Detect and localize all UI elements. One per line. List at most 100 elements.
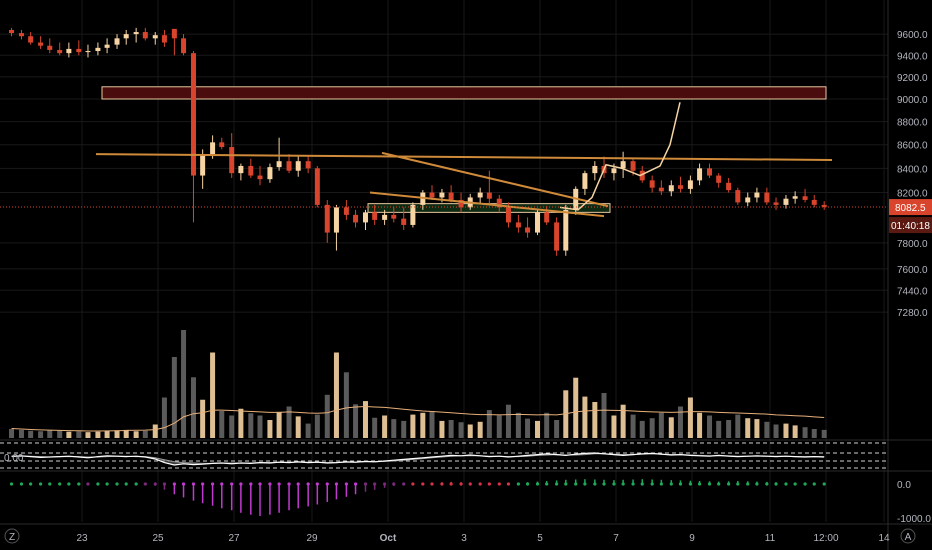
auto-scale-button[interactable]: A: [900, 528, 916, 544]
candle-down: [161, 35, 167, 43]
volume-bar: [362, 401, 368, 438]
volume-bar: [219, 411, 225, 438]
svg-text:Z: Z: [9, 532, 15, 543]
candle-down: [525, 227, 531, 233]
histogram-dot: [334, 482, 339, 486]
histogram-dot: [765, 482, 769, 486]
candle-up: [754, 192, 760, 198]
histogram-dot: [191, 482, 196, 486]
projection-path: [559, 102, 681, 211]
candle-down: [229, 147, 235, 174]
histogram-dot: [143, 482, 147, 486]
candle-down: [257, 175, 263, 180]
candle-down: [639, 170, 645, 181]
volume-bar: [658, 412, 664, 438]
histogram-dot: [230, 482, 234, 486]
resistance-zone: [101, 86, 827, 100]
candle-up: [333, 207, 339, 233]
candle-down: [190, 53, 196, 176]
candle-down: [28, 36, 34, 43]
volume-bar: [142, 430, 148, 438]
histogram-tick-label: -1000.0: [897, 514, 931, 525]
price-tick-label: 8200.0: [897, 189, 928, 200]
price-tick-label: 9000.0: [897, 95, 928, 106]
candle-down: [38, 42, 44, 46]
time-tick-label: Oct: [380, 533, 397, 544]
volume-bar: [28, 430, 34, 438]
volume-bar: [343, 372, 349, 438]
histogram-dot: [497, 482, 501, 486]
histogram-dot: [48, 482, 52, 486]
volume-bar: [448, 420, 454, 438]
histogram-dot: [583, 482, 587, 486]
volume-bar: [181, 330, 187, 438]
volume-bar: [687, 397, 693, 438]
candle-up: [85, 51, 91, 53]
candle-down: [219, 142, 225, 148]
volume-bar: [535, 420, 541, 438]
candle-down: [649, 180, 655, 188]
histogram-dot: [602, 482, 606, 486]
volume-bar: [420, 412, 426, 438]
volume-bar: [496, 415, 502, 438]
histogram-dot: [659, 482, 663, 486]
volume-bar: [601, 393, 607, 438]
candle-up: [611, 168, 617, 174]
volume-bar: [18, 429, 24, 438]
volume-bar: [649, 418, 655, 438]
osc-left-label: 0.00: [4, 453, 24, 464]
trendline: [95, 153, 833, 161]
volume-bar: [38, 431, 44, 438]
histogram-dot: [124, 482, 128, 486]
osc-line: [11, 452, 825, 466]
histogram-dot: [574, 482, 578, 486]
zone-layer[interactable]: [101, 86, 827, 213]
volume-bar: [76, 431, 82, 438]
histogram-dot: [277, 482, 281, 486]
volume-bar: [410, 414, 416, 438]
candle-down: [181, 38, 187, 54]
histogram-dot: [325, 482, 329, 486]
candle-up: [477, 192, 483, 198]
countdown-tag: [889, 217, 932, 234]
histogram-dot: [344, 482, 348, 486]
volume-bar: [611, 415, 617, 438]
volume-bar: [276, 411, 282, 438]
volume-bar: [707, 415, 713, 438]
candle-up: [200, 154, 206, 176]
histogram-dot: [296, 482, 300, 486]
zoom-reset-button[interactable]: Z: [4, 528, 20, 544]
volume-bar: [257, 415, 263, 438]
histogram-dot: [115, 482, 119, 486]
histogram-dot: [268, 482, 272, 486]
histogram-dot: [717, 482, 721, 486]
volume-bar: [161, 397, 167, 438]
candle-up: [410, 204, 416, 225]
candle-up: [152, 35, 158, 39]
time-tick-label: 25: [152, 533, 164, 544]
svg-text:A: A: [905, 532, 912, 543]
volume-bar: [582, 396, 588, 438]
volume-bar: [811, 429, 817, 438]
histogram-dot: [487, 482, 491, 486]
histogram-dot: [181, 482, 186, 486]
candle-up: [382, 214, 388, 220]
histogram-dot: [812, 482, 816, 486]
drawing-layer[interactable]: [0, 102, 888, 218]
histogram-dot: [707, 482, 712, 486]
volume-bar: [85, 432, 91, 438]
candle-up: [238, 165, 244, 174]
histogram-dot: [678, 482, 683, 486]
volume-bar: [677, 406, 683, 438]
volume-bar: [525, 418, 531, 438]
candle-down: [486, 192, 492, 199]
volume-bar: [505, 404, 511, 438]
volume-bar: [248, 413, 254, 438]
volume-bar: [133, 431, 139, 438]
time-tick-label: 23: [76, 533, 88, 544]
histogram-dot: [105, 482, 109, 486]
histogram-dot: [736, 482, 740, 486]
trendline: [381, 151, 609, 208]
